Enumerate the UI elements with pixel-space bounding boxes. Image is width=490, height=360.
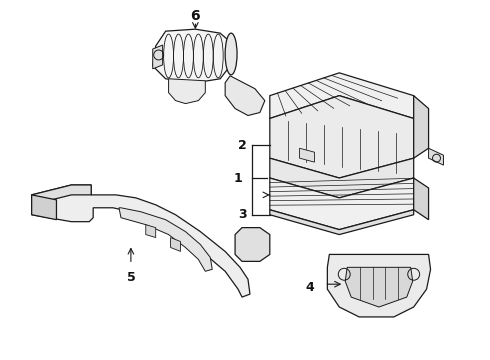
Polygon shape: [414, 178, 429, 220]
Polygon shape: [225, 76, 265, 116]
Polygon shape: [270, 158, 414, 198]
Polygon shape: [270, 210, 414, 235]
Polygon shape: [270, 73, 414, 118]
Polygon shape: [146, 225, 156, 238]
Polygon shape: [32, 195, 56, 220]
Polygon shape: [32, 185, 250, 297]
Text: 1: 1: [234, 171, 243, 185]
Polygon shape: [32, 185, 91, 205]
Polygon shape: [119, 208, 212, 271]
Text: 2: 2: [238, 139, 246, 152]
Polygon shape: [414, 96, 429, 158]
Text: 3: 3: [238, 208, 246, 221]
Polygon shape: [270, 178, 414, 230]
Polygon shape: [299, 148, 315, 162]
Polygon shape: [429, 148, 443, 165]
Polygon shape: [235, 228, 270, 261]
Polygon shape: [153, 29, 235, 83]
Text: 6: 6: [191, 9, 200, 23]
Text: 4: 4: [305, 281, 314, 294]
Polygon shape: [171, 238, 180, 251]
Polygon shape: [327, 255, 431, 317]
Polygon shape: [270, 96, 414, 178]
Polygon shape: [153, 45, 163, 69]
Ellipse shape: [225, 33, 237, 75]
Polygon shape: [345, 267, 413, 307]
Text: 5: 5: [126, 271, 135, 284]
Polygon shape: [169, 79, 205, 104]
